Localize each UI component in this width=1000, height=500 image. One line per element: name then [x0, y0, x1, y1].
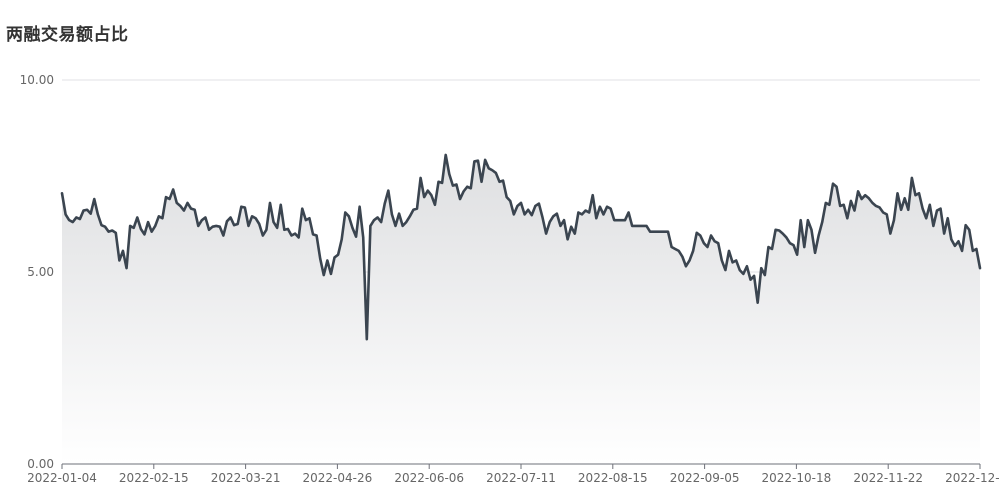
x-tick-label: 2022-06-06	[394, 471, 464, 485]
x-tick-label: 2022-08-15	[578, 471, 648, 485]
x-tick-label: 2022-02-15	[119, 471, 189, 485]
x-tick-label: 2022-10-18	[762, 471, 832, 485]
y-tick-label: 0.00	[27, 457, 54, 471]
x-tick-label: 2022-09-05	[670, 471, 740, 485]
series-line-group	[60, 153, 982, 341]
x-axis	[61, 463, 981, 469]
chart-title: 两融交易额占比	[6, 25, 129, 45]
x-tick-label: 2022-12-27	[945, 471, 1000, 485]
area-fill	[62, 154, 980, 464]
x-tick-label: 2022-03-21	[211, 471, 281, 485]
x-axis-tick-labels: 2022-01-04 2022-02-15 2022-03-21 2022-04-26…	[27, 471, 1000, 485]
y-axis-tick-labels: 0.00 5.00 10.00	[20, 73, 54, 471]
x-tick-label: 2022-04-26	[303, 471, 373, 485]
y-tick-label: 10.00	[20, 73, 54, 87]
x-tick-label: 2022-01-04	[27, 471, 97, 485]
area-fill-group	[62, 154, 980, 464]
x-tick-label: 2022-11-22	[853, 471, 923, 485]
y-tick-label: 5.00	[27, 265, 54, 279]
x-tick-label: 2022-07-11	[486, 471, 556, 485]
